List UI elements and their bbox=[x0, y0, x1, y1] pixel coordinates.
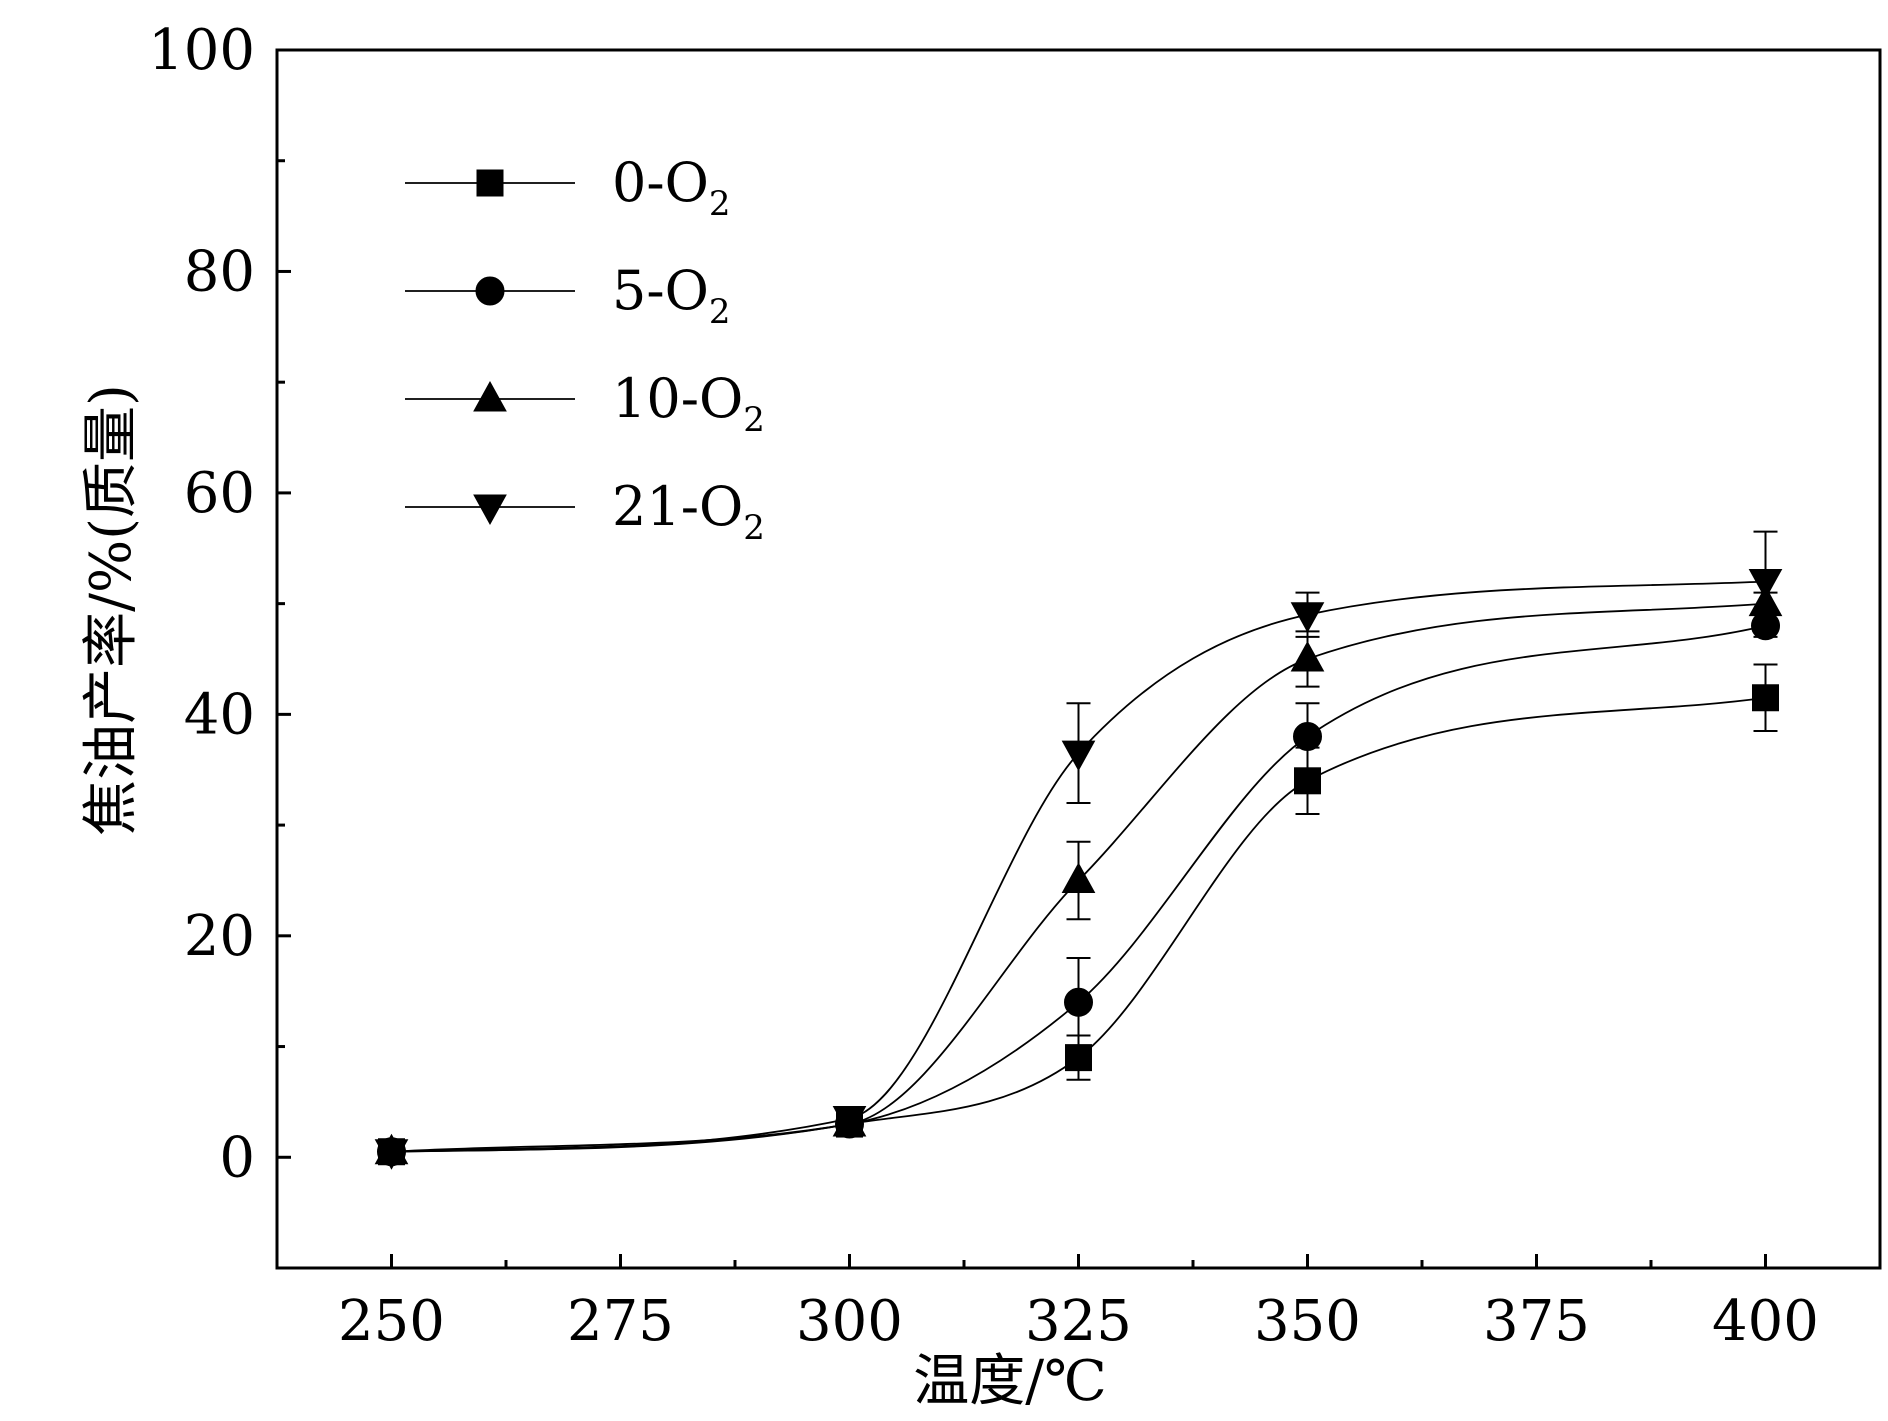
y-tick-label: 0 bbox=[219, 1125, 255, 1190]
legend-entry: 5-O2 bbox=[405, 259, 731, 332]
x-tick-label: 300 bbox=[796, 1289, 903, 1354]
data-point bbox=[832, 1106, 867, 1137]
legend-label: 21-O2 bbox=[612, 475, 765, 548]
legend-label: 10-O2 bbox=[612, 367, 765, 440]
data-point bbox=[1064, 987, 1093, 1017]
legend-marker bbox=[473, 380, 507, 412]
y-axis-title: 焦油产率/%(质量) bbox=[79, 384, 144, 836]
x-tick-label: 250 bbox=[338, 1289, 445, 1354]
x-tick-label: 400 bbox=[1712, 1289, 1819, 1354]
y-tick-label: 20 bbox=[184, 904, 255, 969]
y-tick-label: 40 bbox=[184, 682, 255, 747]
plot-area bbox=[374, 530, 1783, 1170]
x-tick-label: 350 bbox=[1254, 1289, 1361, 1354]
x-axis-title: 温度/℃ bbox=[913, 1349, 1107, 1414]
legend-marker bbox=[476, 169, 504, 197]
legend: 0-O2 5-O2 10-O2 21-O2 bbox=[405, 151, 765, 548]
y-tick-label: 80 bbox=[184, 239, 255, 304]
legend-entry: 21-O2 bbox=[405, 475, 765, 548]
legend-entry: 0-O2 bbox=[405, 151, 731, 224]
x-tick-label: 325 bbox=[1025, 1289, 1132, 1354]
data-point bbox=[1294, 767, 1321, 795]
x-tick-label: 375 bbox=[1483, 1289, 1590, 1354]
series-curve bbox=[391, 580, 1766, 1153]
legend-marker bbox=[473, 494, 507, 526]
y-tick-label: 60 bbox=[184, 461, 255, 526]
axes: 250 275 300 325 350 375 400 0 20 40 60 80 100 bbox=[148, 18, 1882, 1354]
series-triangle-down bbox=[374, 530, 1783, 1170]
data-point bbox=[1752, 684, 1779, 712]
data-point bbox=[1290, 640, 1325, 672]
legend-label: 0-O2 bbox=[612, 151, 731, 224]
data-point bbox=[374, 1139, 409, 1170]
y-tick-label: 100 bbox=[148, 18, 255, 83]
x-tick-label: 275 bbox=[567, 1289, 674, 1354]
legend-marker bbox=[475, 276, 505, 306]
data-point bbox=[1748, 568, 1783, 600]
data-point bbox=[1290, 602, 1325, 633]
legend-label: 5-O2 bbox=[612, 259, 731, 332]
data-point bbox=[1293, 722, 1322, 752]
data-point bbox=[1061, 862, 1096, 893]
data-point bbox=[1061, 740, 1096, 772]
data-point bbox=[1065, 1044, 1092, 1072]
legend-entry: 10-O2 bbox=[405, 367, 765, 440]
